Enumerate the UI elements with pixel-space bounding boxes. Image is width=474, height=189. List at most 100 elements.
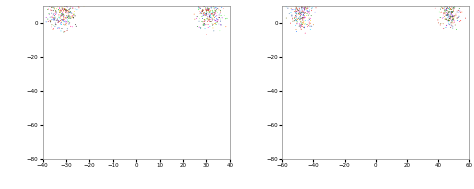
Point: [202, 13, 210, 16]
Point: [55, 7, 63, 10]
Point: [69, 16, 77, 19]
Point: [57, 9, 64, 12]
Point: [436, 3, 444, 6]
Point: [215, 22, 223, 26]
Point: [447, 17, 454, 20]
Point: [298, 5, 306, 9]
Point: [203, 9, 210, 12]
Point: [69, 12, 76, 15]
Point: [448, 15, 456, 18]
Point: [447, 15, 454, 18]
Point: [194, 2, 201, 5]
Point: [300, 13, 307, 16]
Point: [289, 8, 297, 11]
Point: [439, 3, 447, 6]
Point: [448, 12, 456, 15]
Point: [195, 6, 202, 9]
Point: [62, 10, 69, 13]
Point: [292, 30, 300, 33]
Point: [448, 4, 456, 7]
Point: [292, 5, 300, 8]
Point: [437, 0, 445, 3]
Point: [299, 16, 306, 19]
Point: [61, 4, 69, 7]
Point: [49, 3, 56, 6]
Point: [208, 17, 216, 20]
Point: [291, 19, 298, 22]
Point: [299, 4, 306, 7]
Point: [292, 11, 300, 14]
Point: [310, 23, 317, 26]
Point: [199, 9, 206, 12]
Point: [296, 10, 304, 13]
Point: [447, 24, 455, 27]
Point: [49, 1, 57, 4]
Point: [206, 10, 214, 13]
Point: [446, 19, 453, 22]
Point: [59, 8, 66, 11]
Point: [308, 4, 316, 7]
Point: [462, 17, 469, 20]
Point: [304, 5, 311, 8]
Point: [449, 16, 456, 19]
Point: [312, 6, 320, 9]
Point: [307, 28, 314, 31]
Point: [439, 17, 447, 20]
Point: [201, 18, 208, 21]
Point: [64, 16, 72, 19]
Point: [49, 18, 57, 21]
Point: [58, 2, 66, 5]
Point: [437, 16, 445, 19]
Point: [443, 8, 450, 11]
Point: [447, 11, 454, 14]
Point: [200, 11, 208, 14]
Point: [42, 16, 50, 19]
Point: [447, 18, 454, 21]
Point: [287, 7, 295, 10]
Point: [288, 8, 296, 11]
Point: [301, 6, 308, 9]
Point: [446, 5, 453, 8]
Point: [211, 1, 219, 4]
Point: [294, 8, 301, 11]
Point: [445, 19, 453, 22]
Point: [302, 23, 310, 26]
Point: [447, 21, 455, 24]
Point: [441, 5, 449, 8]
Point: [52, 22, 59, 26]
Point: [446, 17, 453, 20]
Point: [299, 21, 307, 24]
Point: [292, 7, 300, 10]
Point: [50, 6, 58, 9]
Point: [203, 8, 210, 11]
Point: [199, 0, 207, 1]
Point: [205, 11, 213, 14]
Point: [301, 26, 309, 29]
Point: [63, 29, 71, 32]
Point: [58, 9, 65, 12]
Point: [207, 5, 215, 8]
Point: [69, 7, 76, 10]
Point: [304, 14, 312, 17]
Point: [66, 11, 74, 14]
Point: [437, 23, 444, 26]
Point: [299, 16, 306, 19]
Point: [308, 7, 316, 10]
Point: [454, 9, 461, 12]
Point: [58, 14, 66, 17]
Point: [66, 16, 73, 19]
Point: [288, 14, 296, 17]
Point: [211, 11, 219, 14]
Point: [301, 4, 309, 7]
Point: [57, 1, 65, 4]
Point: [447, 15, 454, 18]
Point: [201, 2, 208, 5]
Point: [439, 3, 447, 6]
Point: [296, 22, 303, 25]
Point: [445, 22, 453, 26]
Point: [65, 20, 73, 23]
Point: [60, 20, 67, 23]
Point: [65, 14, 73, 17]
Point: [201, 5, 208, 8]
Point: [204, 20, 211, 23]
